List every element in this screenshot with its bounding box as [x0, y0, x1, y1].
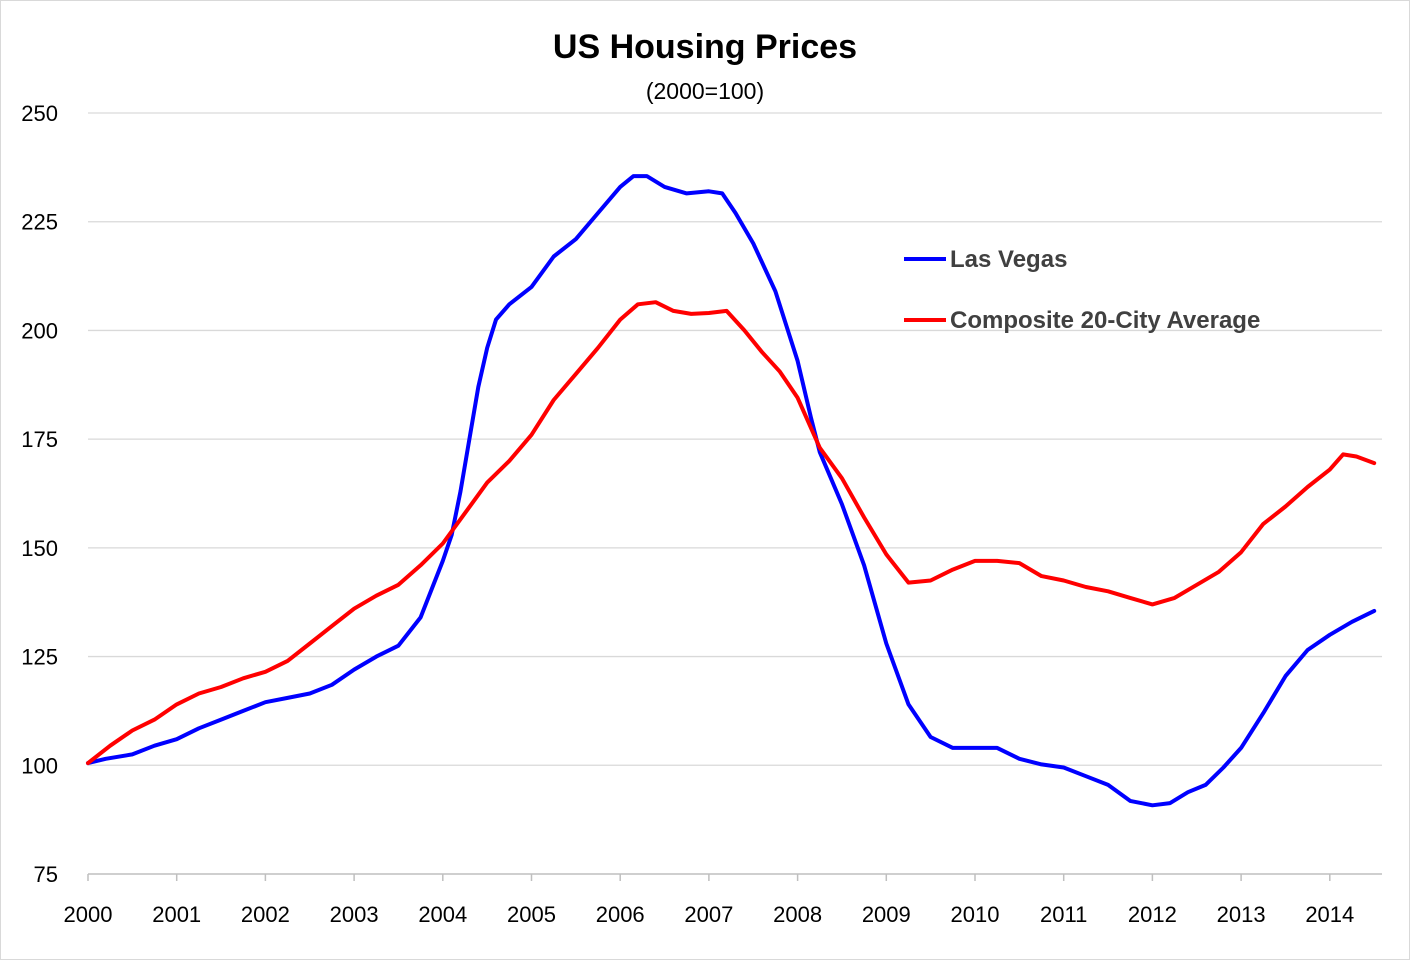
legend: Las Vegas Composite 20-City Average	[904, 246, 1260, 334]
series-lines	[86, 174, 1377, 808]
chart-title: US Housing Prices	[552, 28, 858, 66]
legend-label-0: Las Vegas	[950, 246, 1067, 273]
y-tick-label-150: 150	[21, 536, 58, 561]
series-line-composite-20-city-average	[86, 300, 1377, 766]
series-line-las-vegas	[86, 174, 1377, 808]
y-tick-label-100: 100	[21, 753, 58, 778]
y-tick-label-75: 75	[34, 862, 58, 887]
y-tick-label-125: 125	[21, 645, 58, 670]
y-tick-label-225: 225	[21, 210, 58, 235]
x-tick-label-2000: 2000	[64, 902, 113, 927]
gridlines	[88, 112, 1382, 766]
x-tick-label-2011: 2011	[1040, 902, 1087, 927]
y-tick-label-250: 250	[21, 101, 58, 126]
x-tick-label-2002: 2002	[241, 902, 290, 927]
x-tick-label-2009: 2009	[862, 902, 911, 927]
x-tick-label-2013: 2013	[1217, 902, 1266, 927]
x-tick-label-2003: 2003	[330, 902, 379, 927]
x-tick-label-2001: 2001	[152, 902, 201, 927]
y-tick-label-200: 200	[21, 318, 58, 343]
x-tick-label-2012: 2012	[1128, 902, 1177, 927]
y-axis-labels: 75 100 125 150 175 200 225 250	[21, 101, 58, 887]
legend-label-1: Composite 20-City Average	[950, 307, 1260, 334]
x-tick-label-2010: 2010	[951, 902, 1000, 927]
x-tick-label-2005: 2005	[507, 902, 556, 927]
x-tick-label-2004: 2004	[418, 902, 467, 927]
x-tick-label-2006: 2006	[596, 902, 645, 927]
x-tick-label-2008: 2008	[773, 902, 822, 927]
x-tick-label-2014: 2014	[1305, 902, 1354, 927]
x-axis	[87, 873, 1382, 881]
chart-subtitle: (2000=100)	[645, 78, 765, 104]
x-axis-labels: 2000 2001 2002 2003 2004 2005 2006 2007 2008 2009…	[64, 902, 1355, 927]
y-tick-label-175: 175	[21, 427, 58, 452]
x-tick-label-2007: 2007	[684, 902, 733, 927]
